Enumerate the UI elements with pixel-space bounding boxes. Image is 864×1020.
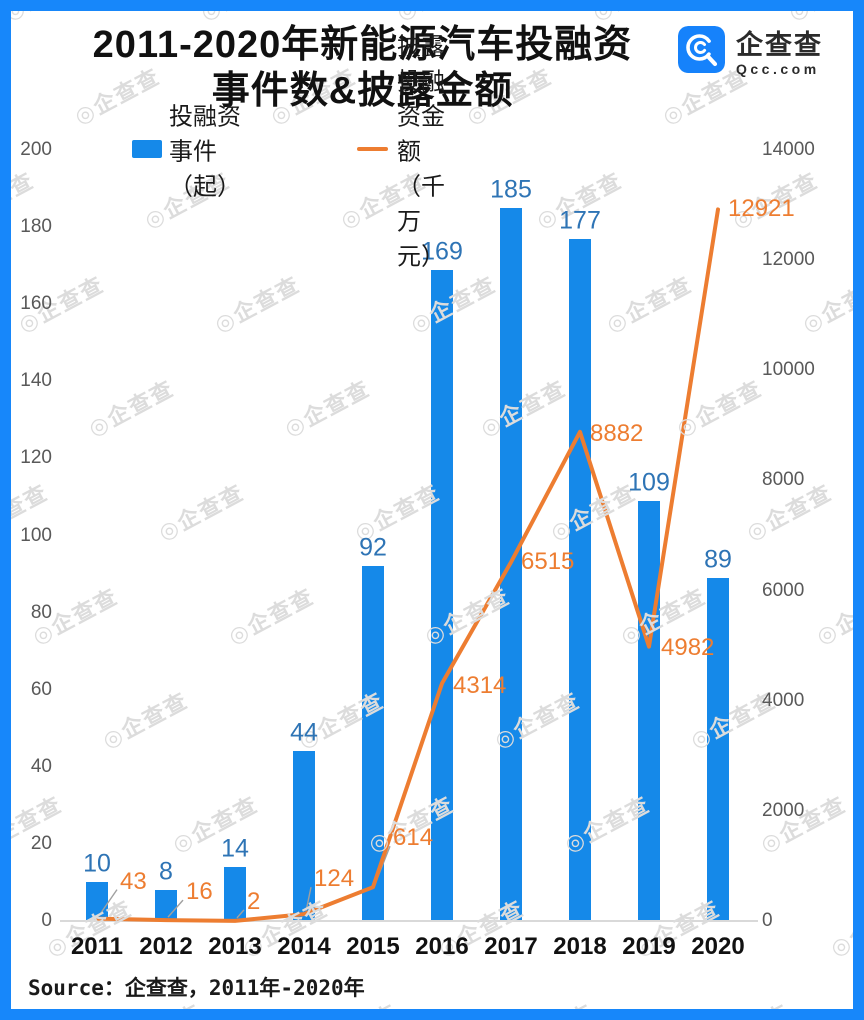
line-value-label-2020: 12921: [728, 195, 795, 223]
right-axis-tick-8000: 8000: [762, 469, 805, 491]
left-axis-tick-200: 200: [20, 139, 52, 160]
title-line-2: 事件数&披露金额: [211, 70, 514, 112]
right-axis-tick-6000: 6000: [762, 579, 805, 601]
legend-bar-label: 投融资事件（起）: [169, 103, 241, 201]
source-note: Source：企查查，2011年-2020年: [28, 976, 365, 1000]
right-axis-tick-0: 0: [762, 910, 773, 931]
left-axis-tick-120: 120: [20, 447, 52, 469]
legend-line-label: 披露投融资金额（千万元）: [397, 33, 445, 271]
bar-value-label-2017: 185: [490, 175, 532, 204]
qcc-logo: 企查查 Qcc.com: [678, 26, 823, 77]
title-line-1: 2011-2020年新能源汽车投融资: [92, 24, 633, 66]
right-axis-tick-4000: 4000: [762, 689, 805, 711]
left-axis-tick-80: 80: [30, 601, 52, 623]
x-axis-label-2017: 2017: [484, 933, 538, 960]
left-axis-tick-180: 180: [20, 216, 52, 238]
left-axis-tick-40: 40: [30, 755, 52, 777]
right-axis-tick-2000: 2000: [762, 799, 805, 821]
qcc-magnifier-logo-icon: [678, 26, 725, 73]
left-axis-tick-140: 140: [20, 370, 52, 392]
x-axis-label-2018: 2018: [553, 933, 607, 960]
page-title: 2011-2020年新能源汽车投融资 事件数&披露金额: [30, 22, 695, 114]
right-axis-tick-12000: 12000: [762, 249, 815, 271]
left-axis-tick-60: 60: [30, 678, 52, 700]
x-axis-label-2014: 2014: [277, 933, 331, 960]
left-axis-tick-20: 20: [30, 832, 52, 854]
left-axis-tick-160: 160: [20, 293, 52, 315]
legend-bar-swatch-icon: [132, 140, 162, 158]
x-axis-label-2016: 2016: [415, 933, 469, 960]
legend-line-swatch-icon: [357, 147, 388, 151]
qcc-domain: Qcc.com: [736, 61, 820, 77]
x-axis-label-2019: 2019: [622, 933, 676, 960]
x-axis-label-2020: 2020: [691, 933, 745, 960]
left-axis-tick-100: 100: [20, 524, 52, 546]
x-axis-label-2013: 2013: [208, 933, 262, 960]
right-axis-tick-10000: 10000: [762, 359, 815, 381]
x-axis-label-2012: 2012: [139, 933, 193, 960]
left-axis-tick-0: 0: [41, 910, 52, 931]
x-axis-label-2011: 2011: [70, 933, 124, 960]
qcc-company-name: 企查查: [736, 30, 823, 60]
right-axis-tick-14000: 14000: [762, 139, 815, 160]
x-axis-label-2015: 2015: [346, 933, 400, 960]
qcc-logo-text: 企查查 Qcc.com: [736, 26, 823, 77]
